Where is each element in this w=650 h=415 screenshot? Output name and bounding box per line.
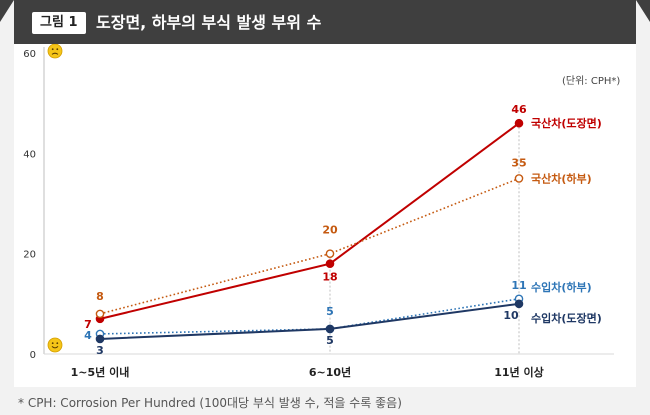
data-label: 5 (326, 305, 334, 318)
unit-label: (단위: CPH*) (562, 76, 621, 87)
sad-face-icon-mouth (51, 52, 59, 55)
data-label: 3 (96, 344, 104, 357)
x-tick-label: 11년 이상 (494, 365, 544, 379)
series-line (99, 302, 520, 340)
data-label: 35 (511, 156, 526, 169)
data-label: 8 (96, 290, 104, 303)
data-point (325, 249, 335, 258)
sad-face-icon-eye (51, 48, 54, 51)
data-point (95, 334, 105, 344)
series-label: 국산차(도장면) (531, 116, 602, 130)
data-label: 11 (511, 279, 526, 292)
happy-face-icon (47, 337, 63, 353)
header-notch-left (0, 0, 14, 22)
series-line (99, 177, 520, 315)
y-tick-label: 0 (30, 350, 36, 361)
line-chart: 0 20 40 60 1~5년 이내 6~10년 11년 이상 7 18 46 국산차(도장면) 8 2… (23, 43, 614, 379)
data-point (325, 324, 335, 334)
x-tick-label: 1~5년 이내 (71, 365, 130, 379)
sad-face-icon (47, 43, 63, 59)
y-tick-label: 40 (23, 149, 36, 160)
figure-header (14, 0, 636, 44)
y-tick-label: 60 (23, 49, 36, 60)
series-label: 국산차(하부) (531, 171, 592, 185)
data-label: 7 (84, 318, 92, 331)
header-notch-right (636, 0, 650, 22)
happy-face-icon-eye (51, 342, 54, 345)
series-line (99, 298, 520, 335)
data-point (325, 259, 335, 268)
series-label: 수입차(하부) (531, 280, 592, 294)
figure-badge: 그림 1 (32, 12, 86, 34)
data-label: 20 (322, 224, 338, 237)
data-label: 10 (503, 309, 519, 322)
data-label: 46 (511, 103, 527, 116)
sad-face-icon-eye (56, 48, 59, 51)
data-point (514, 299, 524, 309)
data-label: 18 (322, 271, 337, 284)
happy-face-icon-eye (56, 342, 59, 345)
data-label: 4 (84, 329, 92, 342)
data-label: 5 (326, 334, 334, 347)
data-point (514, 118, 524, 128)
happy-face-icon-mouth (51, 346, 59, 349)
data-point (514, 174, 524, 183)
data-point (95, 309, 105, 319)
footnote: * CPH: Corrosion Per Hundred (100대당 부식 발… (18, 396, 402, 410)
y-tick-label: 20 (23, 250, 36, 261)
x-tick-label: 6~10년 (309, 365, 351, 379)
series-label: 수입차(도장면) (531, 311, 602, 325)
chart-card: (단위: CPH*) 0 20 40 60 1~5년 이내 6~10년 11년 이상 7 18 4… (14, 43, 636, 387)
series-line (99, 122, 520, 320)
figure-title: 도장면, 하부의 부식 발생 부위 수 (96, 13, 322, 32)
